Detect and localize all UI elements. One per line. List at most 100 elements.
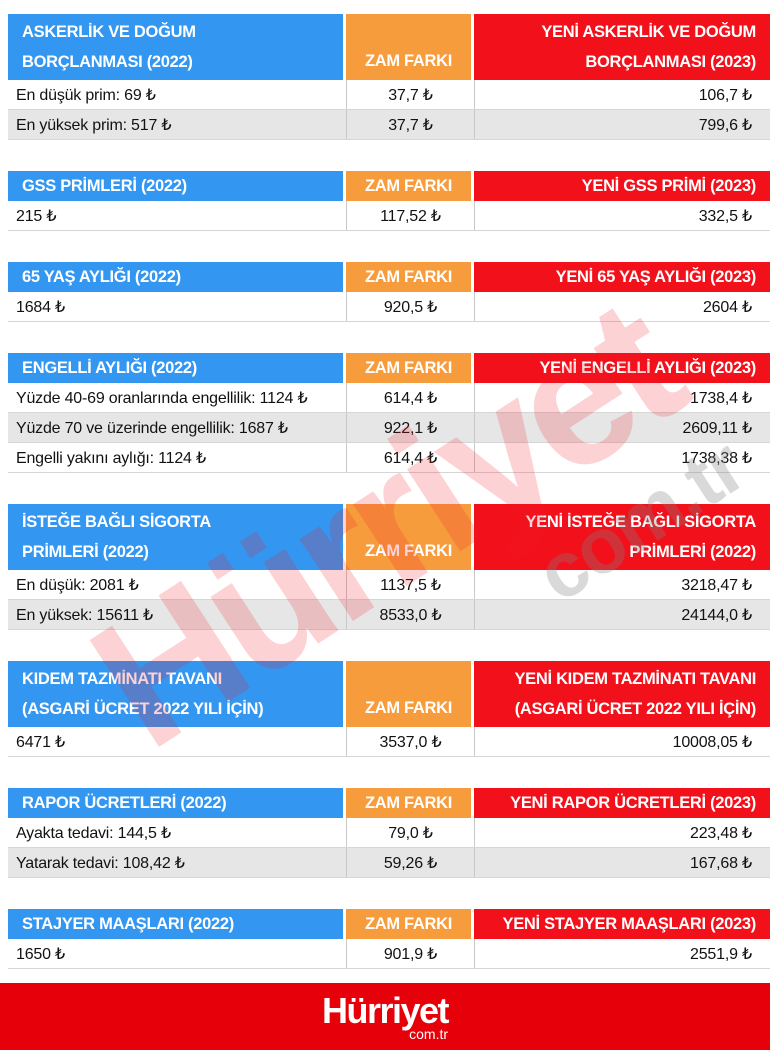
row-label: En düşük: 2081 ₺	[16, 576, 139, 594]
table-header: STAJYER MAAŞLARI (2022) ZAM FARKI YENİ S…	[8, 909, 770, 939]
row-label: 1684 ₺	[16, 298, 66, 316]
header-right-2023: YENİ İSTEĞE BAĞLI SİGORTA PRİMLERİ (2022)	[474, 504, 770, 570]
header-zam-farki-label: ZAM FARKI	[364, 794, 453, 812]
header-left-2022: KIDEM TAZMİNATI TAVANI (ASGARİ ÜCRET 2022…	[8, 661, 343, 727]
row-new-value: 332,5 ₺	[474, 201, 770, 230]
header-line: BORÇLANMASI (2022)	[22, 53, 193, 71]
hurriyet-logo-text: Hürriyet	[321, 989, 450, 1031]
header-line: (ASGARİ ÜCRET 2022 YILI İÇİN)	[22, 700, 264, 718]
table-header: ASKERLİK VE DOĞUM BORÇLANMASI (2022) ZAM …	[8, 14, 770, 80]
header-line: YENİ 65 YAŞ AYLIĞI (2023)	[555, 268, 757, 286]
header-line: ENGELLİ AYLIĞI (2022)	[22, 359, 197, 377]
row-new-value: 167,68 ₺	[474, 848, 770, 877]
table-row: Yüzde 70 ve üzerinde engellilik: 1687 ₺ …	[8, 413, 770, 443]
header-right-2023: YENİ KIDEM TAZMİNATI TAVANI (ASGARİ ÜCRET…	[474, 661, 770, 727]
row-diff-value: 1137,5 ₺	[346, 570, 474, 599]
table-row: En yüksek prim: 517 ₺ 37,7 ₺ 799,6 ₺	[8, 110, 770, 140]
header-zam-farki-label: ZAM FARKI	[364, 915, 453, 933]
table-header: 65 YAŞ AYLIĞI (2022) ZAM FARKI YENİ 65 Y…	[8, 262, 770, 292]
row-label: 6471 ₺	[16, 733, 66, 751]
row-diff-value: 3537,0 ₺	[346, 727, 474, 756]
row-new-value: 2609,11 ₺	[474, 413, 770, 442]
tables-container: ASKERLİK VE DOĞUM BORÇLANMASI (2022) ZAM …	[8, 14, 770, 1000]
hurriyet-logo: Hürriyet com.tr	[321, 989, 450, 1042]
row-label: En düşük prim: 69 ₺	[16, 86, 156, 104]
table-section: RAPOR ÜCRETLERİ (2022) ZAM FARKI YENİ RA…	[8, 788, 770, 878]
header-line: PRİMLERİ (2022)	[22, 543, 149, 561]
row-diff-value: 614,4 ₺	[346, 383, 474, 412]
table-section: KIDEM TAZMİNATI TAVANI (ASGARİ ÜCRET 2022…	[8, 661, 770, 757]
row-new-value: 10008,05 ₺	[474, 727, 770, 756]
header-line: İSTEĞE BAĞLI SİGORTA	[22, 513, 211, 531]
row-new-value: 799,6 ₺	[474, 110, 770, 139]
table-section: STAJYER MAAŞLARI (2022) ZAM FARKI YENİ S…	[8, 909, 770, 969]
footer-bar: Hürriyet com.tr	[0, 983, 770, 1050]
row-diff-value: 614,4 ₺	[346, 443, 474, 472]
header-line: YENİ KIDEM TAZMİNATI TAVANI	[514, 670, 756, 688]
hurriyet-logo-domain: com.tr	[409, 1025, 449, 1042]
row-diff-value: 37,7 ₺	[346, 110, 474, 139]
table-section: ENGELLİ AYLIĞI (2022) ZAM FARKI YENİ ENG…	[8, 353, 770, 473]
table-header: İSTEĞE BAĞLI SİGORTA PRİMLERİ (2022) ZAM …	[8, 504, 770, 570]
header-zam-farki-label: ZAM FARKI	[364, 359, 453, 377]
row-new-value: 1738,38 ₺	[474, 443, 770, 472]
row-label: 1650 ₺	[16, 945, 66, 963]
header-left-2022: RAPOR ÜCRETLERİ (2022)	[8, 788, 343, 818]
header-line: (ASGARİ ÜCRET 2022 YILI İÇİN)	[514, 700, 757, 718]
table-header: RAPOR ÜCRETLERİ (2022) ZAM FARKI YENİ RA…	[8, 788, 770, 818]
table-row: 6471 ₺ 3537,0 ₺ 10008,05 ₺	[8, 727, 770, 757]
header-right-2023: YENİ ENGELLİ AYLIĞI (2023)	[474, 353, 770, 383]
header-line: BORÇLANMASI (2023)	[585, 53, 756, 71]
header-right-2023: YENİ STAJYER MAAŞLARI (2023)	[474, 909, 770, 939]
table-header: GSS PRİMLERİ (2022) ZAM FARKI YENİ GSS P…	[8, 171, 770, 201]
table-header: KIDEM TAZMİNATI TAVANI (ASGARİ ÜCRET 2022…	[8, 661, 770, 727]
header-zam-farki-label: ZAM FARKI	[364, 268, 453, 286]
table-section: ASKERLİK VE DOĞUM BORÇLANMASI (2022) ZAM …	[8, 14, 770, 140]
header-line: ASKERLİK VE DOĞUM	[22, 23, 196, 41]
header-zam-farki: ZAM FARKI	[346, 262, 471, 292]
header-zam-farki: ZAM FARKI	[346, 504, 471, 570]
header-right-2023: YENİ ASKERLİK VE DOĞUM BORÇLANMASI (2023)	[474, 14, 770, 80]
table-section: 65 YAŞ AYLIĞI (2022) ZAM FARKI YENİ 65 Y…	[8, 262, 770, 322]
header-zam-farki-label: ZAM FARKI	[364, 52, 453, 70]
header-line: YENİ İSTEĞE BAĞLI SİGORTA	[525, 513, 756, 531]
header-line: 65 YAŞ AYLIĞI (2022)	[22, 268, 181, 286]
header-zam-farki-label: ZAM FARKI	[364, 699, 453, 717]
header-zam-farki: ZAM FARKI	[346, 661, 471, 727]
header-zam-farki-label: ZAM FARKI	[364, 542, 453, 560]
row-new-value: 1738,4 ₺	[474, 383, 770, 412]
row-diff-value: 79,0 ₺	[346, 818, 474, 847]
table-section: GSS PRİMLERİ (2022) ZAM FARKI YENİ GSS P…	[8, 171, 770, 231]
table-row: En düşük: 2081 ₺ 1137,5 ₺ 3218,47 ₺	[8, 570, 770, 600]
header-line: YENİ STAJYER MAAŞLARI (2023)	[502, 915, 756, 933]
row-label: En yüksek: 15611 ₺	[16, 606, 154, 624]
row-new-value: 223,48 ₺	[474, 818, 770, 847]
table-row: Yüzde 40-69 oranlarında engellilik: 1124…	[8, 383, 770, 413]
header-left-2022: İSTEĞE BAĞLI SİGORTA PRİMLERİ (2022)	[8, 504, 343, 570]
row-diff-value: 922,1 ₺	[346, 413, 474, 442]
row-label: 215 ₺	[16, 207, 57, 225]
header-right-2023: YENİ RAPOR ÜCRETLERİ (2023)	[474, 788, 770, 818]
header-line: YENİ ENGELLİ AYLIĞI (2023)	[539, 359, 756, 377]
header-zam-farki: ZAM FARKI	[346, 171, 471, 201]
table-row: En düşük prim: 69 ₺ 37,7 ₺ 106,7 ₺	[8, 80, 770, 110]
row-diff-value: 37,7 ₺	[346, 80, 474, 109]
row-new-value: 2551,9 ₺	[474, 939, 770, 968]
row-diff-value: 8533,0 ₺	[346, 600, 474, 629]
row-new-value: 3218,47 ₺	[474, 570, 770, 599]
header-left-2022: ENGELLİ AYLIĞI (2022)	[8, 353, 343, 383]
header-line: STAJYER MAAŞLARI (2022)	[22, 915, 234, 933]
header-left-2022: GSS PRİMLERİ (2022)	[8, 171, 343, 201]
header-left-2022: 65 YAŞ AYLIĞI (2022)	[8, 262, 343, 292]
row-label: Ayakta tedavi: 144,5 ₺	[16, 824, 171, 842]
row-diff-value: 59,26 ₺	[346, 848, 474, 877]
table-row: Engelli yakını aylığı: 1124 ₺ 614,4 ₺ 17…	[8, 443, 770, 473]
header-left-2022: STAJYER MAAŞLARI (2022)	[8, 909, 343, 939]
header-zam-farki: ZAM FARKI	[346, 353, 471, 383]
table-row: En yüksek: 15611 ₺ 8533,0 ₺ 24144,0 ₺	[8, 600, 770, 630]
header-line: YENİ RAPOR ÜCRETLERİ (2023)	[510, 794, 756, 812]
header-left-2022: ASKERLİK VE DOĞUM BORÇLANMASI (2022)	[8, 14, 343, 80]
row-new-value: 106,7 ₺	[474, 80, 770, 109]
table-row: 1650 ₺ 901,9 ₺ 2551,9 ₺	[8, 939, 770, 969]
row-diff-value: 117,52 ₺	[346, 201, 474, 230]
